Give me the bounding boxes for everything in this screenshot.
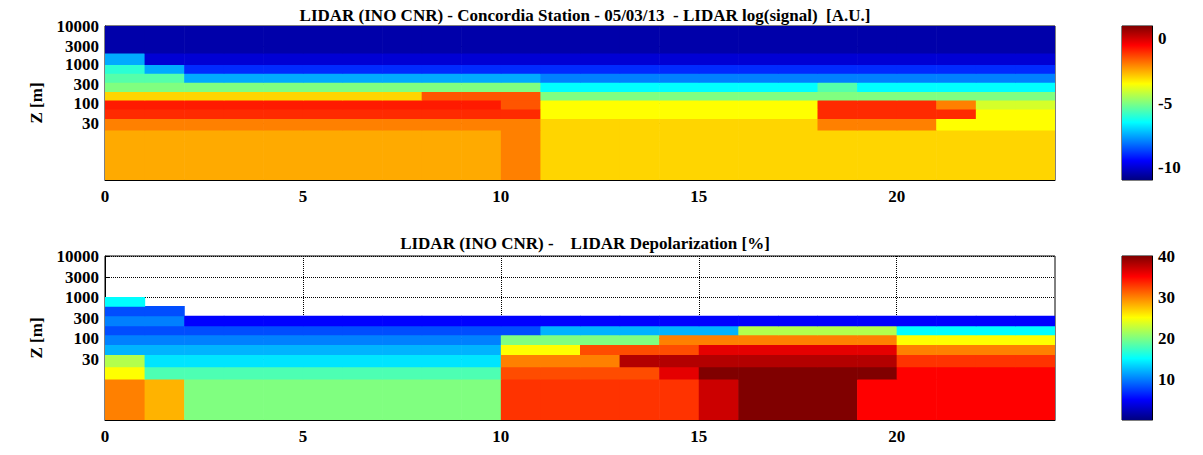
svg-text:-10: -10 xyxy=(1158,158,1181,177)
svg-text:3000: 3000 xyxy=(65,268,99,287)
svg-text:Z [m]: Z [m] xyxy=(27,317,46,358)
svg-text:20: 20 xyxy=(888,427,905,446)
svg-text:30: 30 xyxy=(1158,288,1175,307)
svg-text:30: 30 xyxy=(82,114,99,133)
svg-text:0: 0 xyxy=(101,427,110,446)
svg-text:Z [m]: Z [m] xyxy=(27,82,46,123)
svg-text:5: 5 xyxy=(299,427,308,446)
svg-text:10000: 10000 xyxy=(57,247,100,266)
svg-text:10: 10 xyxy=(492,427,509,446)
svg-text:1000: 1000 xyxy=(65,288,99,307)
svg-text:LIDAR (INO CNR) - Concordia St: LIDAR (INO CNR) - Concordia Station - 05… xyxy=(300,6,871,25)
svg-text:300: 300 xyxy=(74,75,100,94)
svg-text:10: 10 xyxy=(492,187,509,206)
svg-text:15: 15 xyxy=(690,187,707,206)
svg-text:-5: -5 xyxy=(1158,94,1172,113)
svg-text:5: 5 xyxy=(299,187,308,206)
svg-text:LIDAR (INO CNR) - LIDAR Dep: LIDAR (INO CNR) - LIDAR Depolarization [… xyxy=(400,234,770,253)
svg-text:20: 20 xyxy=(1158,329,1175,348)
svg-text:0: 0 xyxy=(1158,29,1167,48)
svg-text:30: 30 xyxy=(82,350,99,369)
svg-text:40: 40 xyxy=(1158,247,1175,266)
svg-text:15: 15 xyxy=(690,427,707,446)
svg-text:10: 10 xyxy=(1158,370,1175,389)
svg-text:3000: 3000 xyxy=(65,37,99,56)
svg-text:20: 20 xyxy=(888,187,905,206)
svg-text:10000: 10000 xyxy=(57,17,100,36)
svg-text:100: 100 xyxy=(74,94,100,113)
svg-text:300: 300 xyxy=(74,309,100,328)
svg-text:100: 100 xyxy=(74,329,100,348)
svg-text:0: 0 xyxy=(101,187,110,206)
svg-text:1000: 1000 xyxy=(65,55,99,74)
